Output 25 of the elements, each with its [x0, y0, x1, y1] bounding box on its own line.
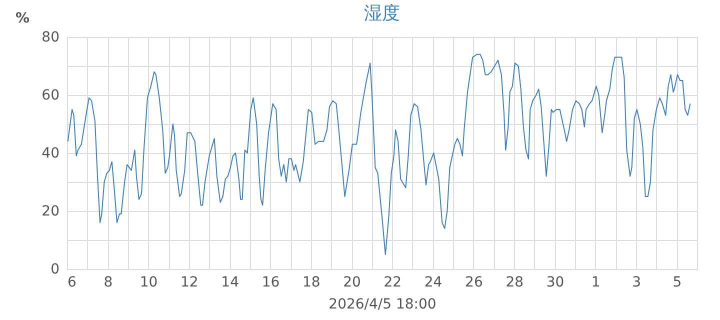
- x-tick-label: 14: [221, 274, 240, 290]
- x-tick-label: 18: [302, 274, 320, 290]
- x-tick-label: 1: [591, 274, 600, 290]
- y-tick-label: 20: [42, 204, 60, 220]
- y-axis-title: %: [15, 10, 30, 26]
- x-tick-label: 3: [632, 274, 641, 290]
- chart-title: 湿度: [364, 3, 400, 24]
- y-tick-label: 60: [42, 88, 60, 104]
- x-tick-label: 8: [104, 274, 113, 290]
- y-tick-label: 80: [42, 30, 60, 46]
- x-tick-label: 26: [465, 274, 483, 290]
- x-tick-label: 16: [262, 274, 280, 290]
- x-tick-label: 24: [424, 274, 442, 290]
- x-tick-label: 30: [546, 274, 564, 290]
- y-tick-label: 40: [42, 146, 60, 162]
- x-tick-label: 6: [68, 274, 76, 290]
- x-tick-label: 28: [506, 274, 524, 290]
- x-axis-title: 2026/4/5 18:00: [328, 296, 436, 312]
- x-tick-label: 22: [384, 274, 402, 290]
- y-tick-label: 0: [50, 262, 60, 278]
- x-tick-label: 10: [140, 274, 158, 290]
- line-series: [67, 54, 691, 255]
- x-tick-label: 12: [180, 274, 198, 290]
- x-tick-label: 5: [672, 274, 682, 290]
- x-tick-label: 20: [343, 274, 361, 290]
